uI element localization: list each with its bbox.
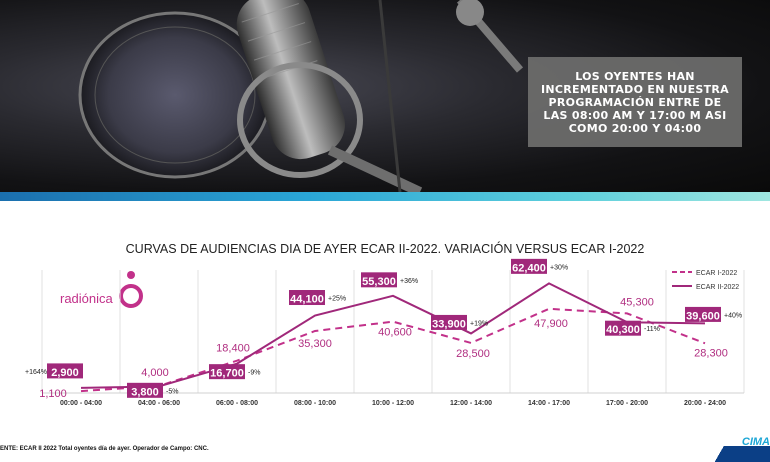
hero-banner: LOS OYENTES HAN INCREMENTADO EN NUESTRA … bbox=[0, 0, 770, 192]
variation-label: +40% bbox=[724, 312, 742, 319]
data-label-ecar-i: 28,300 bbox=[694, 347, 728, 359]
variation-label: +25% bbox=[328, 296, 346, 303]
audience-callout: LOS OYENTES HAN INCREMENTADO EN NUESTRA … bbox=[528, 57, 742, 147]
data-label-ecar-ii: 39,600 bbox=[686, 310, 720, 322]
data-label-ecar-ii: 33,900 bbox=[432, 318, 466, 330]
legend-label: ECAR II-2022 bbox=[696, 284, 739, 291]
variation-label: -5% bbox=[166, 388, 178, 395]
data-label-box bbox=[361, 272, 397, 288]
radionica-logo: radiónica bbox=[60, 271, 143, 308]
x-tick-label: 17:00 - 20:00 bbox=[606, 400, 648, 407]
cima-logo: CIMA bbox=[741, 436, 770, 448]
x-tick-label: 14:00 - 17:00 bbox=[528, 400, 570, 407]
data-label-box bbox=[431, 314, 467, 330]
x-tick-label: 04:00 - 06:00 bbox=[138, 400, 180, 407]
x-tick-label: 08:00 - 10:00 bbox=[294, 400, 336, 407]
chart-legend: ECAR I-2022 ECAR II-2022 bbox=[672, 270, 739, 291]
data-label-ecar-ii: 40,300 bbox=[606, 324, 640, 336]
x-tick-label: 20:00 - 24:00 bbox=[684, 400, 726, 407]
x-tick-label: 12:00 - 14:00 bbox=[450, 400, 492, 407]
variation-label: +19% bbox=[470, 320, 488, 327]
series-line-ecar-ii bbox=[80, 282, 706, 389]
data-label-ecar-i: 1,100 bbox=[39, 388, 67, 400]
data-label-ecar-i: 4,000 bbox=[141, 367, 169, 379]
data-label-ecar-i: 40,600 bbox=[378, 327, 412, 339]
data-label-ecar-i: 35,300 bbox=[298, 338, 332, 350]
data-label-box bbox=[289, 290, 325, 306]
variation-label: +36% bbox=[400, 278, 418, 285]
radionica-ring-icon bbox=[119, 284, 143, 308]
data-label-ecar-i: 45,300 bbox=[620, 296, 654, 308]
x-tick-label: 06:00 - 08:00 bbox=[216, 400, 258, 407]
variation-label: +30% bbox=[550, 264, 568, 271]
data-label-ecar-i: 28,500 bbox=[456, 348, 490, 360]
data-label-ecar-ii: 44,100 bbox=[290, 294, 324, 306]
variation-label: -9% bbox=[248, 370, 260, 377]
data-label-box bbox=[605, 320, 641, 336]
data-label-box bbox=[685, 306, 721, 322]
legend-label: ECAR I-2022 bbox=[696, 270, 737, 277]
microphone-photo bbox=[78, 0, 524, 192]
data-label-box bbox=[209, 364, 245, 380]
data-label-ecar-i: 18,400 bbox=[216, 343, 250, 355]
data-label-ecar-ii: 55,300 bbox=[362, 276, 396, 288]
data-label-box bbox=[511, 258, 547, 274]
data-label-ecar-i: 47,900 bbox=[534, 318, 568, 330]
data-label-ecar-ii: 16,700 bbox=[210, 368, 244, 380]
accent-band bbox=[0, 192, 770, 201]
chart-title: CURVAS DE AUDIENCIAS DIA DE AYER ECAR II… bbox=[125, 242, 645, 256]
audience-line-chart: radiónica 1,100 4,000 18,400 35,300 40,600 28… bbox=[25, 258, 745, 407]
variation-label: +164% bbox=[25, 369, 47, 376]
corner-decoration bbox=[710, 446, 770, 462]
x-tick-label: 00:00 - 04:00 bbox=[60, 400, 102, 407]
data-label-ecar-ii: 62,400 bbox=[512, 262, 546, 274]
data-label-ecar-ii: 2,900 bbox=[51, 367, 79, 379]
x-tick-label: 10:00 - 12:00 bbox=[372, 400, 414, 407]
variation-label: -11% bbox=[644, 326, 660, 333]
radionica-dot-icon bbox=[127, 271, 135, 279]
source-note: ENTE: ECAR II 2022 Total oyentes día de … bbox=[0, 446, 209, 452]
radionica-wordmark: radiónica bbox=[60, 291, 114, 306]
data-label-box bbox=[47, 363, 83, 379]
data-label-ecar-ii: 3,800 bbox=[131, 386, 159, 398]
data-label-box bbox=[127, 382, 163, 398]
series-line-ecar-i bbox=[80, 307, 706, 393]
